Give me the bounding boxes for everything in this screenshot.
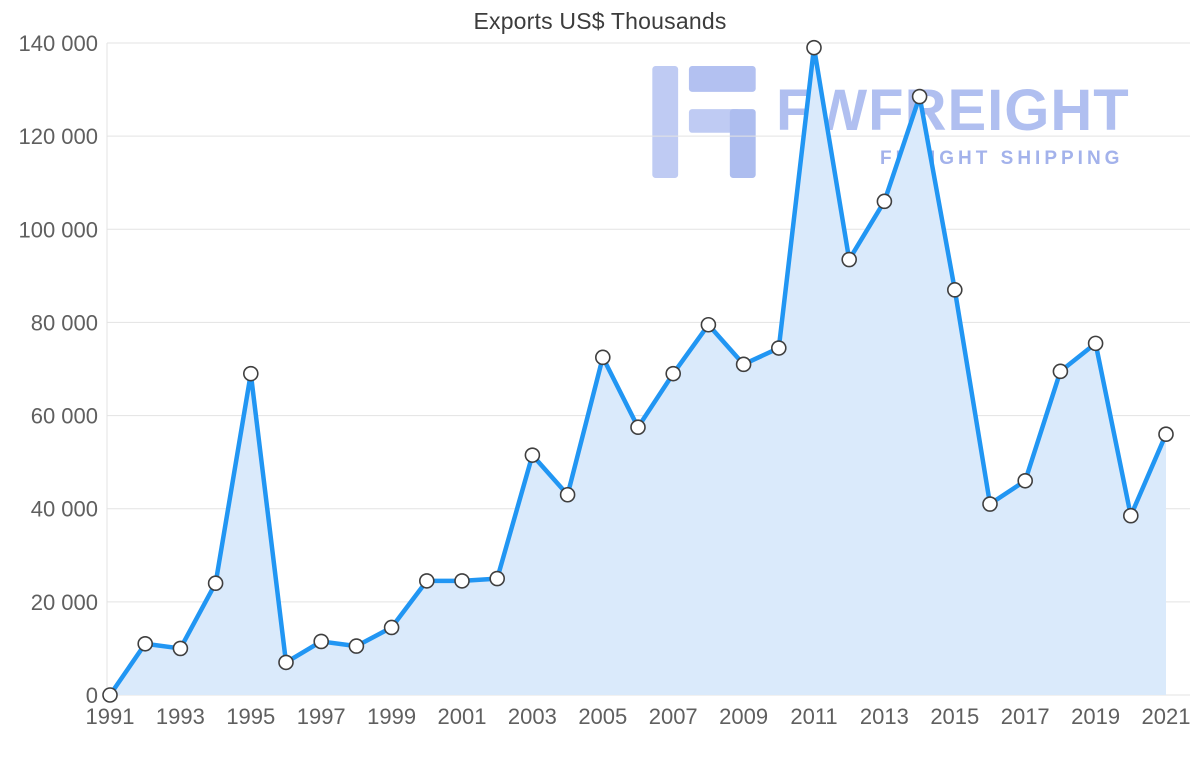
y-axis-label: 80 000	[31, 310, 98, 335]
x-axis-label: 2011	[790, 704, 837, 729]
x-axis-label: 2007	[649, 704, 698, 729]
watermark-text: FWFREIGHT FREIGHT SHIPPING	[776, 66, 1130, 170]
data-point-1996[interactable]	[278, 654, 294, 671]
data-point-2021[interactable]	[1158, 426, 1174, 443]
x-axis-label: 2017	[1001, 704, 1050, 729]
data-point-1998[interactable]	[348, 638, 365, 654]
y-axis-label: 40 000	[31, 497, 98, 522]
y-axis-label: 100 000	[18, 217, 98, 242]
x-axis-label: 1991	[86, 704, 135, 729]
data-point-2007[interactable]	[665, 365, 682, 382]
data-point-1991[interactable]	[102, 687, 118, 703]
fwfreight-logo-icon	[652, 66, 756, 178]
x-axis-label: 2021	[1142, 704, 1191, 729]
x-axis-labels: 1991 1993 1995 1997 1999 2001 2003 2005 2007 2009…	[86, 704, 1191, 729]
data-point-2006[interactable]	[630, 419, 646, 436]
data-point-2014[interactable]	[911, 88, 928, 105]
y-axis-labels: 0 20 000 40 000 60 000 80 000 100 000 120 000 1…	[18, 31, 98, 708]
data-point-2000[interactable]	[418, 573, 435, 589]
x-axis-label: 1997	[297, 704, 346, 729]
data-point-2008[interactable]	[700, 316, 717, 333]
data-point-1997[interactable]	[313, 633, 330, 650]
x-axis-label: 1999	[367, 704, 416, 729]
x-axis-label: 2015	[930, 704, 979, 729]
y-axis-label: 60 000	[31, 404, 98, 429]
y-axis-label: 20 000	[31, 590, 98, 615]
data-point-1995[interactable]	[243, 365, 259, 382]
data-point-2011[interactable]	[806, 39, 822, 56]
data-point-2018[interactable]	[1052, 363, 1069, 380]
data-point-2012[interactable]	[841, 251, 858, 268]
area-fill	[110, 47, 1166, 695]
y-axis-label: 120 000	[18, 124, 98, 149]
data-points	[102, 39, 1174, 703]
x-axis-label: 2009	[719, 704, 768, 729]
data-point-1993[interactable]	[172, 640, 189, 657]
data-point-2001[interactable]	[454, 573, 470, 589]
data-point-2002[interactable]	[489, 570, 506, 587]
x-axis-label: 1995	[226, 704, 275, 729]
watermark-brand: FWFREIGHT	[776, 78, 1130, 143]
data-point-2003[interactable]	[524, 447, 541, 463]
y-axis-label: 0	[86, 683, 98, 708]
data-point-2005[interactable]	[594, 349, 611, 366]
data-point-2017[interactable]	[1017, 472, 1033, 489]
x-axis-label: 2003	[508, 704, 557, 729]
data-point-1994[interactable]	[207, 575, 224, 592]
data-point-2016[interactable]	[982, 496, 998, 512]
data-point-2004[interactable]	[559, 486, 576, 503]
data-point-2013[interactable]	[876, 193, 893, 210]
x-axis-label: 2005	[578, 704, 627, 729]
data-point-2019[interactable]	[1087, 335, 1104, 352]
x-axis-label: 1993	[156, 704, 205, 729]
x-axis-label: 2013	[860, 704, 909, 729]
watermark: FWFREIGHT FREIGHT SHIPPING	[648, 66, 1130, 178]
data-point-2015[interactable]	[946, 282, 963, 298]
x-axis-label: 2019	[1071, 704, 1120, 729]
data-point-2020[interactable]	[1123, 507, 1139, 524]
watermark-tagline: FREIGHT SHIPPING	[880, 148, 1124, 169]
x-axis-label: 2001	[438, 704, 487, 729]
data-point-2009[interactable]	[735, 356, 752, 373]
chart-title: Exports US$ Thousands	[473, 8, 727, 34]
data-point-1999[interactable]	[383, 619, 400, 636]
y-axis-label: 140 000	[18, 31, 98, 56]
data-point-1992[interactable]	[137, 635, 153, 652]
data-point-2010[interactable]	[770, 340, 787, 356]
